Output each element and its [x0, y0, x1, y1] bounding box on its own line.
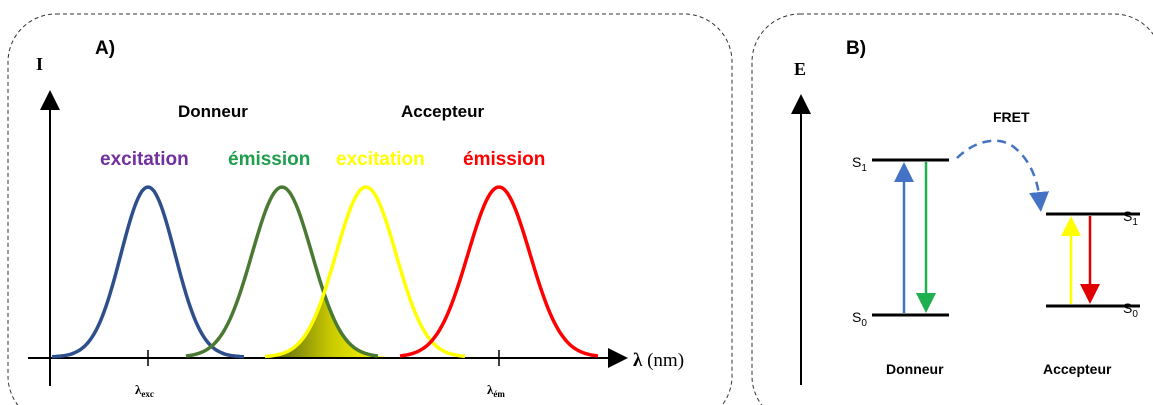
acceptor-excitation-label: excitation	[336, 149, 425, 170]
tick-em-label: λém	[487, 382, 505, 399]
acceptor-emission-curve	[399, 185, 599, 358]
tick-exc-label: λexc	[135, 382, 154, 399]
donneur-label: Donneur	[886, 361, 944, 377]
fret-transfer-arrow	[956, 139, 1050, 212]
spectral-overlap-area	[275, 296, 385, 357]
fret-label: FRET	[993, 109, 1030, 125]
donor-excitation-label: excitation	[100, 149, 189, 170]
wavelength-axis-label: λ (nm)	[633, 350, 684, 371]
panel-a-frame	[7, 13, 733, 405]
donor-emission-label: émission	[228, 149, 310, 170]
panel-a-tag: A)	[95, 38, 115, 59]
group-accepteur-title: Accepteur	[401, 102, 485, 121]
donor-excitation-curve	[51, 185, 245, 359]
acceptor-s0-label: S0	[1123, 300, 1138, 320]
acceptor-s1-label: S1	[1123, 208, 1138, 228]
donor-s0-label: S0	[852, 309, 867, 329]
intensity-axis-label: I	[36, 54, 43, 74]
acceptor-emission-label: émission	[463, 149, 545, 170]
panel-b-tag: B)	[846, 38, 866, 59]
acceptor-excitation-curve	[264, 185, 466, 359]
panel-b-frame	[751, 13, 1153, 405]
donor-emission-curve	[185, 185, 379, 358]
accepteur-label: Accepteur	[1043, 361, 1112, 377]
energy-axis-label: E	[794, 59, 806, 79]
donor-s1-label: S1	[852, 154, 867, 174]
group-donneur-title: Donneur	[178, 102, 248, 121]
